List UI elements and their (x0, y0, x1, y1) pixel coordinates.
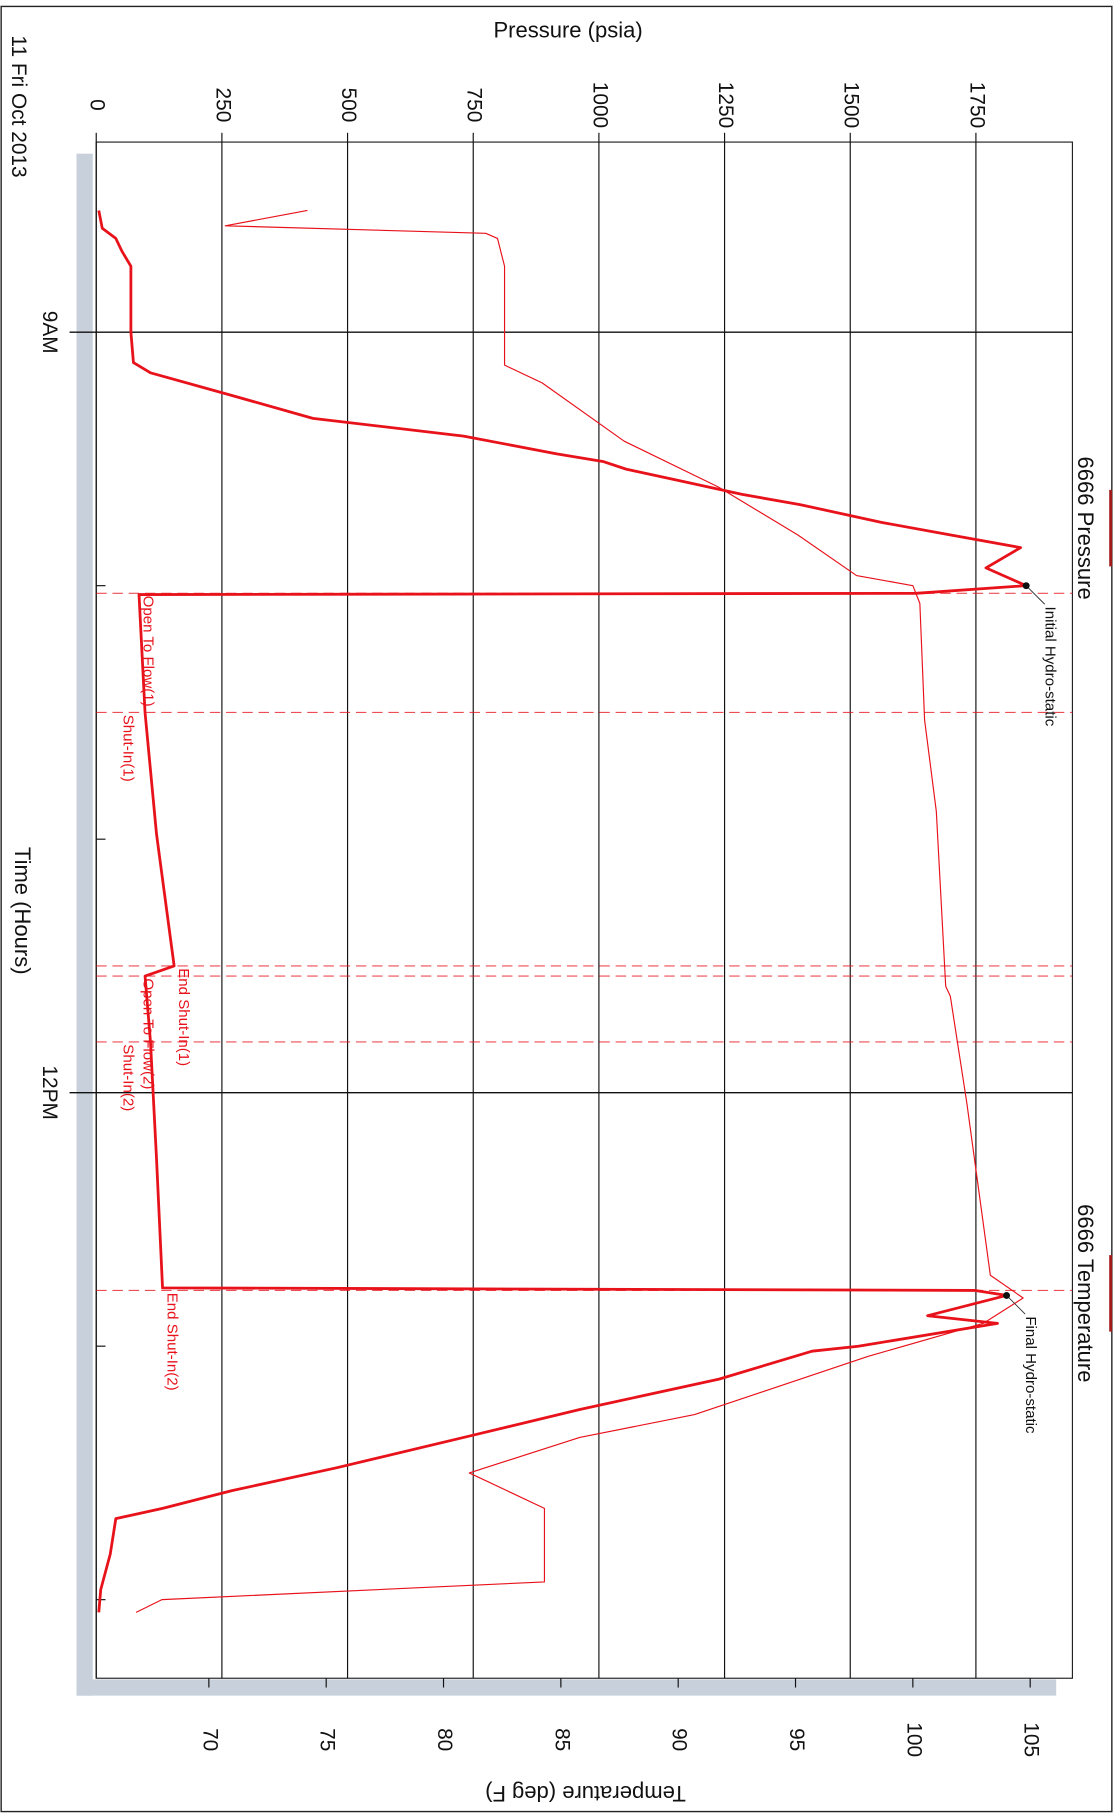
y2-tick-label: 100 (902, 1722, 925, 1757)
event-label: End Shut-In(1) (175, 968, 192, 1066)
event-label: Shut-In(1) (120, 715, 137, 782)
series-line (97, 210, 1028, 1613)
y-tick-label: 1000 (588, 82, 611, 128)
plot-area (95, 141, 1074, 1679)
axis-shade (76, 1679, 1057, 1696)
annotation-point (1022, 582, 1030, 590)
annotation-label: Final Hydro-static (1022, 1316, 1039, 1434)
y-axis-title: Pressure (psia) (493, 18, 642, 43)
y2-tick-label: 70 (198, 1728, 221, 1751)
y2-tick-label: 85 (550, 1728, 573, 1751)
annotation-leader (1006, 1295, 1026, 1315)
event-label: Shut-In(2) (120, 1044, 137, 1111)
annotation-label: Initial Hydro-static (1041, 607, 1058, 727)
date-label: 11 Fri Oct 2013 (7, 35, 30, 177)
y2-tick-label: 80 (433, 1728, 456, 1751)
legend-label: 6666 Temperature (1073, 1204, 1098, 1382)
y2-tick-label: 95 (785, 1728, 808, 1751)
annotation-point (1003, 1291, 1011, 1299)
y-tick-label: 250 (211, 88, 234, 123)
y-tick-label: 0 (86, 99, 109, 111)
y-tick-label: 750 (463, 88, 486, 123)
annotation-leader (1025, 585, 1046, 605)
y-tick-label: 500 (337, 88, 360, 123)
series-line (135, 209, 1024, 1613)
x-axis-title: Time (Hours) (10, 847, 35, 975)
y2-tick-label: 90 (668, 1728, 691, 1751)
y2-tick-label: 105 (1020, 1722, 1043, 1757)
x-tick-label: 12PM (38, 1065, 61, 1120)
y2-axis-title: Temperature (deg F) (485, 1781, 686, 1806)
legend-label: 6666 Pressure (1073, 457, 1098, 600)
x-tick-label: 9AM (38, 311, 61, 354)
y-tick-label: 1750 (965, 82, 988, 128)
y-tick-label: 1250 (714, 82, 737, 128)
y2-tick-label: 75 (316, 1728, 339, 1751)
axis-shade (76, 153, 93, 1696)
frame (0, 5, 1113, 1813)
event-label: End Shut-In(2) (164, 1293, 181, 1391)
y-tick-label: 1500 (840, 82, 863, 128)
